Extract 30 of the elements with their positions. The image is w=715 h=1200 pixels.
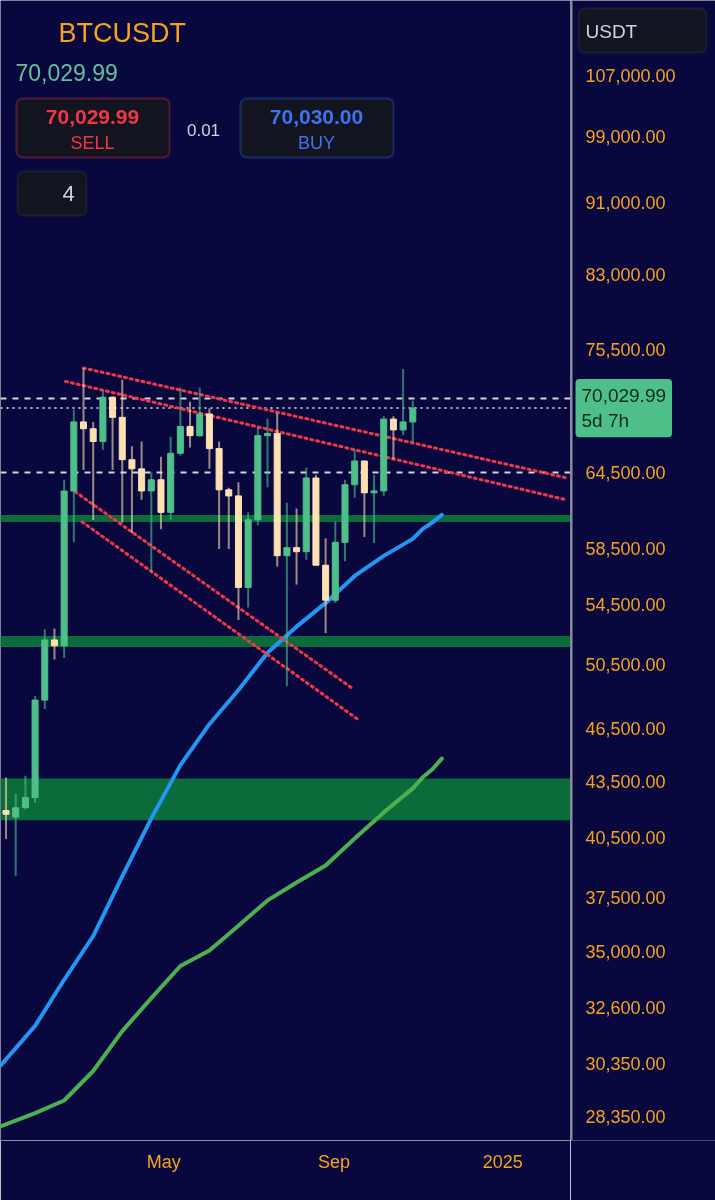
y-tick-label: 91,000.00	[585, 193, 666, 214]
annotation: 70,030.00	[269, 104, 364, 128]
y-tick-label: 40,500.00	[585, 827, 666, 848]
y-tick-label: 50,500.00	[585, 654, 666, 675]
text: BTCUSDT	[58, 17, 186, 48]
y-tick-label: 43,500.00	[585, 771, 666, 792]
annotation: SELL	[70, 132, 115, 153]
y-tick-label: 64,500.00	[585, 462, 666, 483]
y-tick-label: 83,000.00	[585, 265, 666, 286]
y-tick-label: 46,500.00	[585, 719, 666, 740]
annotation: 0.01	[186, 120, 221, 140]
y-tick-label: 35,000.00	[585, 942, 666, 963]
annotation: 70,029.99	[15, 60, 118, 86]
ref-line-label: 70,029.99 5d 7h	[581, 384, 667, 432]
y-tick-label: 58,500.00	[585, 539, 666, 560]
annotation: 70,029.99	[45, 104, 140, 128]
x-tick-label: May	[146, 1151, 181, 1172]
annotation: 4	[62, 181, 75, 206]
x-tick-label: 2025	[482, 1151, 523, 1172]
annotation: BUY	[297, 132, 336, 153]
text: USDT	[585, 21, 638, 42]
y-tick-label: 37,500.00	[585, 887, 666, 908]
y-tick-label: 107,000.00	[585, 66, 676, 87]
y-tick-label: 32,600.00	[585, 997, 666, 1018]
y-tick-label: 28,350.00	[585, 1107, 666, 1128]
y-tick-label: 54,500.00	[585, 595, 666, 615]
x-tick-label: Sep	[317, 1151, 350, 1172]
y-tick-label: 99,000.00	[585, 127, 666, 148]
y-tick-label: 75,500.00	[585, 339, 666, 360]
y-tick-label: 30,350.00	[585, 1053, 666, 1074]
